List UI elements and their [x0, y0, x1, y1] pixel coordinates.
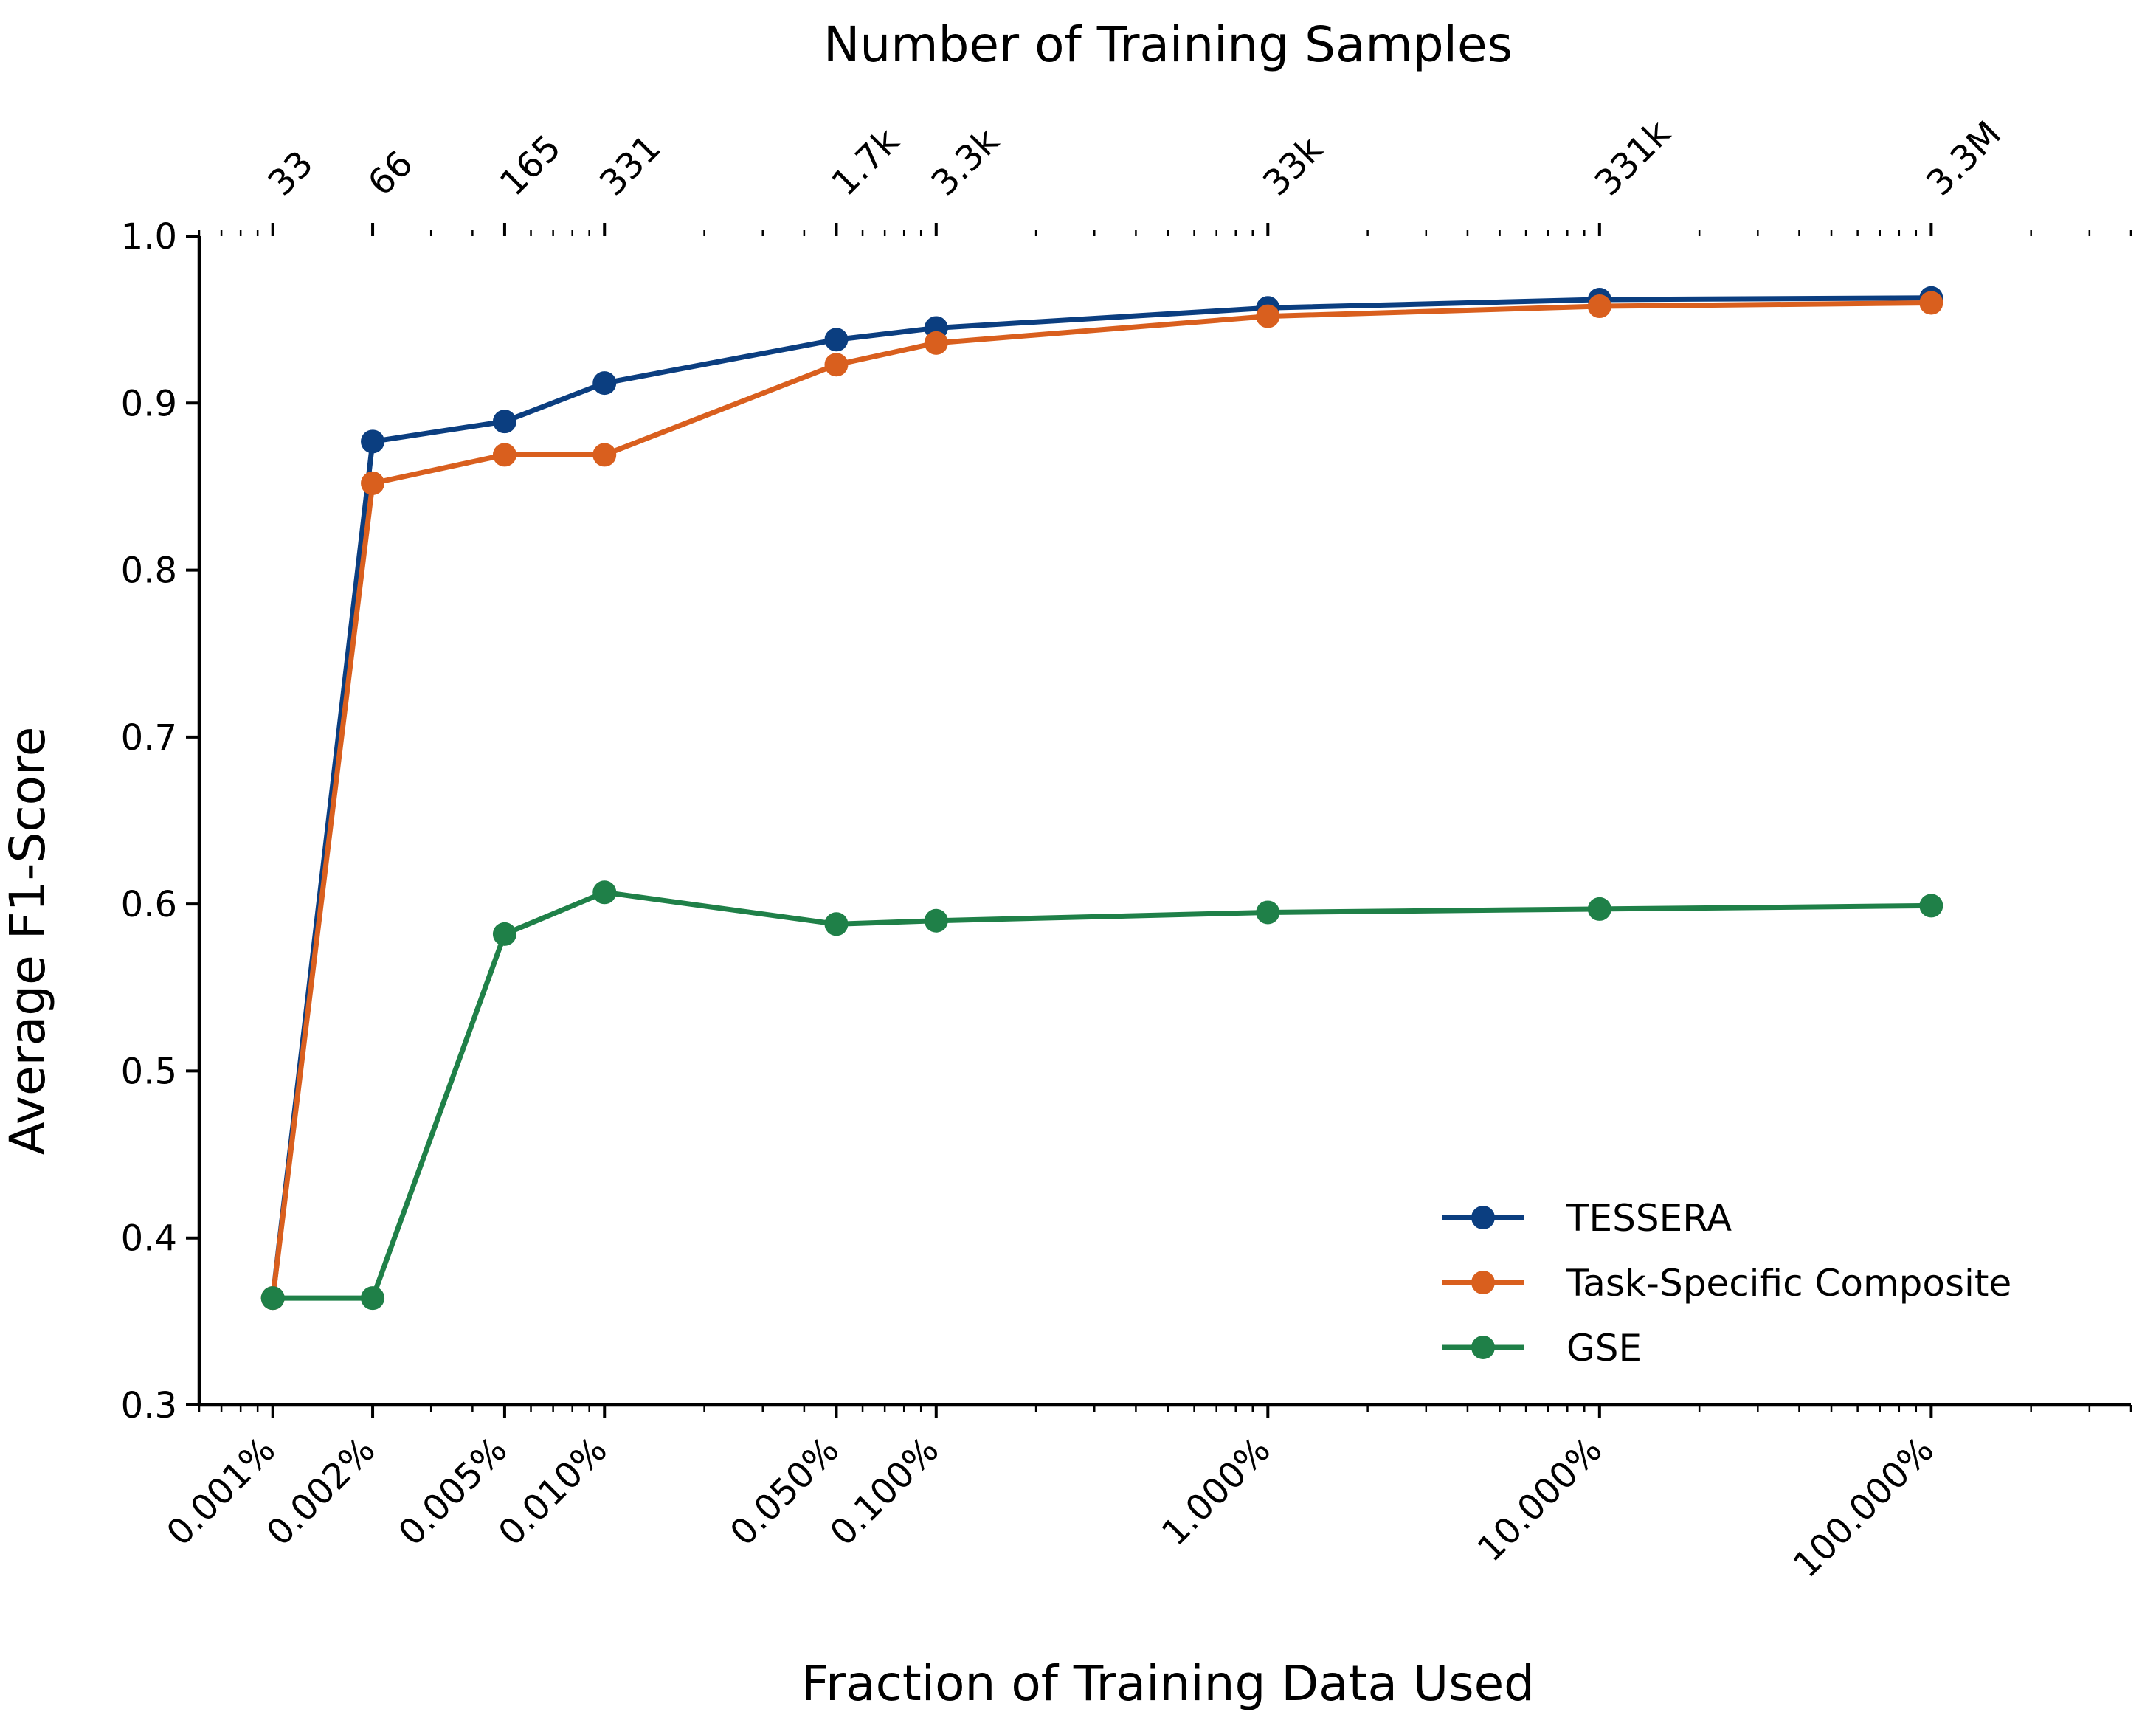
- series-0: [260, 286, 1943, 1311]
- top-axis-title: Number of Training Samples: [823, 16, 1513, 73]
- y-tick-label: 0.3: [121, 1385, 177, 1426]
- data-point: [361, 429, 385, 454]
- data-point: [592, 880, 617, 905]
- top-tick-label: 3.3k: [924, 120, 1007, 204]
- y-tick-label: 1.0: [121, 216, 177, 258]
- data-point: [924, 331, 948, 355]
- data-point: [1256, 900, 1280, 925]
- series-1: [260, 291, 1943, 1311]
- top-tick-label: 66: [360, 143, 421, 204]
- legend-marker: [1471, 1206, 1495, 1229]
- data-point: [492, 443, 516, 467]
- legend-label: GSE: [1566, 1327, 1642, 1370]
- legend-marker: [1471, 1336, 1495, 1359]
- top-tick-label: 33k: [1255, 128, 1331, 204]
- x-tick-label: 0.005%: [390, 1429, 515, 1554]
- y-tick-label: 0.6: [121, 884, 177, 925]
- y-axis-title: Average F1-Score: [0, 727, 56, 1156]
- data-point: [824, 353, 849, 377]
- series-line: [270, 300, 1934, 1301]
- legend-marker: [1471, 1271, 1495, 1294]
- data-point: [924, 908, 948, 933]
- axes: 0.001% 33 0.002% 66 0.005% 165 0.010% 331 0.050%…: [121, 112, 2132, 1586]
- data-point: [260, 1286, 285, 1311]
- top-tick-label: 1.7k: [823, 120, 907, 204]
- data-point: [1919, 894, 1943, 918]
- series-2: [260, 880, 1943, 1311]
- data-point: [1587, 897, 1611, 921]
- data-point: [1919, 291, 1943, 315]
- y-tick-label: 0.4: [121, 1218, 177, 1260]
- data-point: [1587, 294, 1611, 319]
- data-point: [492, 410, 516, 434]
- series-line: [270, 295, 1934, 1301]
- legend-entry: GSE: [1442, 1327, 1642, 1370]
- legend-label: Task-Specific Composite: [1566, 1262, 2011, 1305]
- legend-entry: Task-Specific Composite: [1442, 1262, 2011, 1305]
- x-tick-label: 0.002%: [259, 1429, 384, 1554]
- legend: TESSERA Task-Specific Composite GSE: [1442, 1197, 2011, 1370]
- x-axis-title: Fraction of Training Data Used: [801, 1655, 1535, 1712]
- x-tick-label: 100.000%: [1786, 1429, 1942, 1586]
- x-tick-label: 0.010%: [491, 1429, 615, 1554]
- y-tick-label: 0.9: [121, 383, 177, 424]
- y-tick-label: 0.8: [121, 550, 177, 592]
- data-point: [1256, 304, 1280, 328]
- data-point: [592, 443, 617, 467]
- x-tick-label: 0.050%: [722, 1429, 847, 1554]
- data-point: [824, 328, 849, 352]
- data-point: [361, 1286, 385, 1311]
- top-tick-label: 33: [260, 143, 322, 204]
- top-tick-label: 165: [492, 127, 569, 204]
- data-point: [361, 471, 385, 495]
- top-tick-label: 3.3M: [1918, 114, 2009, 204]
- x-tick-label: 10.000%: [1470, 1429, 1611, 1570]
- top-tick-label: 331: [592, 127, 668, 204]
- legend-entry: TESSERA: [1442, 1197, 1732, 1240]
- top-tick-label: 331k: [1587, 112, 1679, 204]
- x-tick-label: 0.100%: [822, 1429, 947, 1554]
- legend-label: TESSERA: [1566, 1197, 1732, 1240]
- series-layer: [260, 286, 1943, 1311]
- data-point: [592, 371, 617, 396]
- data-point: [492, 922, 516, 946]
- y-tick-label: 0.7: [121, 717, 177, 759]
- x-tick-label: 0.001%: [159, 1429, 283, 1554]
- x-tick-label: 1.000%: [1154, 1429, 1279, 1554]
- y-tick-label: 0.5: [121, 1051, 177, 1092]
- data-point: [824, 912, 849, 936]
